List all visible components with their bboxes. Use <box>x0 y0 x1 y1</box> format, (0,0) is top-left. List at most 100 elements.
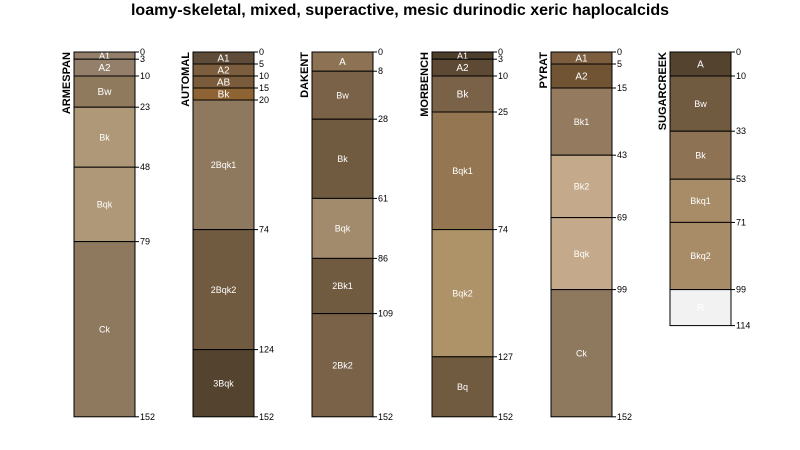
horizon-label: 2Bk2 <box>332 360 353 370</box>
horizon-block <box>311 313 374 418</box>
horizon-label: Bk <box>99 132 110 142</box>
horizon-block <box>311 118 374 199</box>
horizon-label: Ck <box>576 348 587 358</box>
horizon-block <box>73 166 136 243</box>
depth-label: 53 <box>736 174 746 184</box>
depth-label: 15 <box>617 83 627 93</box>
horizon-block <box>669 289 732 327</box>
depth-label: 48 <box>140 162 150 172</box>
horizon-label: A1 <box>217 54 230 65</box>
horizon-label: 2Bqk1 <box>211 160 237 170</box>
depth-label: 0 <box>498 47 503 57</box>
horizon-block <box>192 99 255 231</box>
depth-label: 114 <box>736 321 750 331</box>
horizon-label: Bqk <box>335 224 351 234</box>
horizon-label: A <box>697 60 704 71</box>
horizon-label: Bk <box>337 154 348 164</box>
horizon-block <box>669 130 732 180</box>
depth-label: 124 <box>259 345 274 355</box>
depth-label: 15 <box>259 83 269 93</box>
horizon-label: Bk <box>695 150 706 160</box>
horizon-label: A2 <box>217 66 230 77</box>
horizon-label: Bkq2 <box>690 251 711 261</box>
depth-label: 5 <box>617 59 622 69</box>
horizon-label: Bw <box>336 90 349 100</box>
depth-label: 74 <box>498 225 508 235</box>
depth-label: 20 <box>259 95 269 105</box>
profile-name: SUGARCREEK <box>657 52 669 130</box>
soil-profile: A Bw Bk Bqk 2Bk1 2Bk2 0 8 28 61 86 109 152 DAKENT <box>299 47 393 422</box>
depth-label: 152 <box>617 412 632 422</box>
horizon-block <box>73 106 136 168</box>
depth-label: 28 <box>378 114 388 124</box>
depth-label: 109 <box>378 309 393 319</box>
horizon-block <box>192 349 255 418</box>
horizon-label: Bkq1 <box>690 196 711 206</box>
profile-name: AUTOMAL <box>180 52 192 107</box>
depth-label: 152 <box>498 412 513 422</box>
horizon-label: A2 <box>575 72 588 83</box>
horizon-block <box>550 154 613 219</box>
horizon-label: Bk <box>457 90 470 101</box>
horizon-block <box>192 229 255 351</box>
horizon-label: A1 <box>99 51 110 61</box>
depth-label: 5 <box>259 59 264 69</box>
depth-label: 23 <box>140 102 150 112</box>
soil-profile: A Bw Bk Bkq1 Bkq2 R 0 10 33 53 71 99 114 SUGARCREEK <box>657 47 750 331</box>
depth-label: 74 <box>259 225 269 235</box>
depth-label: 8 <box>378 66 383 76</box>
depth-label: 3 <box>140 54 145 64</box>
horizon-block <box>431 75 494 113</box>
depth-label: 0 <box>259 47 264 57</box>
horizon-label: Bqk1 <box>452 166 473 176</box>
depth-label: 10 <box>736 71 746 81</box>
horizon-block <box>550 87 613 156</box>
horizon-label: A2 <box>456 63 469 74</box>
horizon-block <box>669 221 732 291</box>
horizon-block <box>73 75 136 108</box>
depth-label: 99 <box>617 285 627 295</box>
horizon-label: Bqk <box>97 200 113 210</box>
soil-profile: A1 A2 Bk1 Bk2 Bqk Ck 0 5 15 43 69 99 152 PYRAT <box>538 47 632 422</box>
horizon-block <box>669 178 732 223</box>
horizon-label: AB <box>217 78 231 89</box>
horizon-block <box>550 289 613 418</box>
soil-profile: A1 A2 Bw Bk Bqk Ck 03 10 23 48 79 152 ARMESPAN <box>61 47 155 422</box>
depth-label: 0 <box>736 47 741 57</box>
horizon-block <box>550 63 613 89</box>
horizon-label: A2 <box>98 63 111 74</box>
horizon-label: Bk1 <box>574 117 590 127</box>
depth-label: 43 <box>617 150 627 160</box>
profile-name: MORBENCH <box>419 52 431 117</box>
horizon-label: 2Bqk2 <box>211 285 237 295</box>
depth-label: 10 <box>259 71 269 81</box>
profile-name: DAKENT <box>299 52 311 98</box>
horizon-label: Bw <box>98 87 113 98</box>
horizon-block <box>311 197 374 259</box>
depth-label: 10 <box>498 71 508 81</box>
horizon-label: Bw <box>694 99 707 109</box>
horizon-block <box>73 241 136 418</box>
horizon-label: A <box>339 57 346 68</box>
horizon-label: Bqk <box>574 249 590 259</box>
depth-label: 152 <box>140 412 155 422</box>
depth-label: 0 <box>617 47 622 57</box>
horizon-label: Bk <box>218 90 231 101</box>
horizon-label: R <box>697 303 704 314</box>
profile-name: PYRAT <box>538 52 550 89</box>
depth-label: 79 <box>140 237 150 247</box>
depth-label: 0 <box>140 47 145 57</box>
profile-name: ARMESPAN <box>61 52 73 114</box>
horizon-label: 3Bqk <box>213 378 234 388</box>
depth-label: 3 <box>498 54 503 64</box>
horizon-block <box>431 356 494 418</box>
horizon-block <box>669 75 732 132</box>
horizon-block <box>311 70 374 120</box>
depth-label: 152 <box>259 412 274 422</box>
depth-label: 10 <box>140 71 150 81</box>
horizon-label: Ck <box>99 324 110 334</box>
horizon-label: Bq <box>457 382 468 392</box>
horizon-label: Bk2 <box>574 182 590 192</box>
